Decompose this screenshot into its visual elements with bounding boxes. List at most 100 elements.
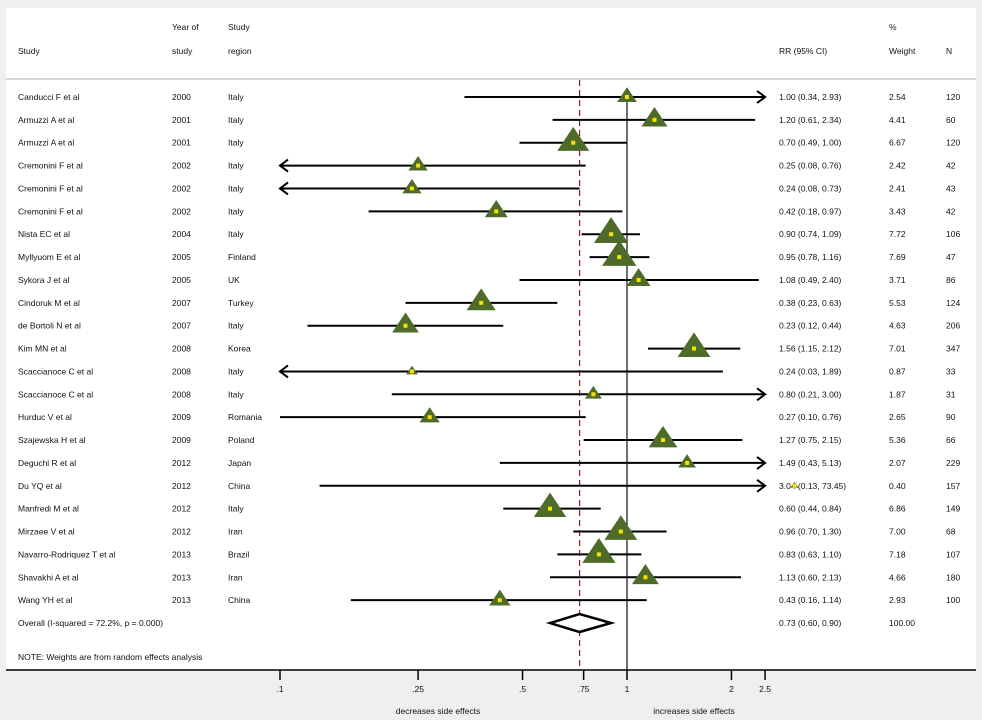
study-year: 2002 bbox=[172, 206, 191, 216]
ci-arrow-icon bbox=[278, 364, 289, 379]
n-value: 86 bbox=[946, 275, 956, 285]
study-row: Scaccianoce C et al 2008 Italy 0.80 (0.21, … bbox=[18, 385, 956, 402]
overall-row: Overall (I-squared = 72.2%, p = 0.000) 0.… bbox=[18, 612, 915, 662]
point-estimate bbox=[652, 117, 657, 122]
header-weight-1: % bbox=[889, 22, 897, 32]
study-region: Romania bbox=[228, 412, 262, 422]
rr-ci-value: 1.00 (0.34, 2.93) bbox=[779, 92, 842, 102]
study-year: 2005 bbox=[172, 252, 191, 262]
n-value: 107 bbox=[946, 549, 960, 559]
rr-ci-value: 1.08 (0.49, 2.40) bbox=[779, 275, 842, 285]
study-name: Cremonini F et al bbox=[18, 206, 83, 216]
rr-ci-value: 0.24 (0.08, 0.73) bbox=[779, 183, 842, 193]
weight-marker bbox=[584, 385, 602, 399]
weight-marker bbox=[602, 240, 637, 266]
n-value: 180 bbox=[946, 572, 960, 582]
study-name: Manfredi M et al bbox=[18, 504, 79, 514]
point-estimate bbox=[591, 392, 596, 397]
point-estimate bbox=[497, 598, 502, 603]
ci-arrow-icon bbox=[756, 478, 767, 493]
ci-arrow-icon bbox=[756, 456, 767, 470]
study-region: Brazil bbox=[228, 549, 249, 559]
study-region: Italy bbox=[228, 138, 244, 148]
study-year: 2012 bbox=[172, 458, 191, 468]
n-value: 206 bbox=[946, 321, 960, 331]
right-direction-label: increases side effects bbox=[653, 706, 735, 716]
study-year: 2009 bbox=[172, 412, 191, 422]
n-value: 90 bbox=[946, 412, 956, 422]
study-region: Poland bbox=[228, 435, 255, 445]
point-estimate bbox=[596, 552, 601, 557]
rr-ci-value: 0.83 (0.63, 1.10) bbox=[779, 549, 842, 559]
study-year: 2008 bbox=[172, 366, 191, 376]
study-region: Italy bbox=[228, 206, 244, 216]
study-name: Armuzzi A et al bbox=[18, 138, 74, 148]
x-tick-label: .1 bbox=[276, 684, 283, 694]
weight-marker bbox=[533, 492, 567, 517]
rr-ci-value: 0.96 (0.70, 1.30) bbox=[779, 527, 842, 537]
x-tick-label: .5 bbox=[519, 684, 526, 694]
study-row: Wang YH et al 2013 China 0.43 (0.16, 1.14) 2… bbox=[18, 589, 960, 606]
axis-background bbox=[6, 670, 976, 720]
point-estimate bbox=[479, 300, 484, 305]
study-region: Iran bbox=[228, 527, 243, 537]
rr-ci-value: 1.49 (0.43, 5.13) bbox=[779, 458, 842, 468]
study-year: 2001 bbox=[172, 138, 191, 148]
weight-marker bbox=[484, 199, 508, 218]
study-name: Nista EC et al bbox=[18, 229, 70, 239]
point-estimate bbox=[661, 438, 666, 443]
header-rr: RR (95% CI) bbox=[779, 46, 827, 56]
rr-ci-value: 0.60 (0.44, 0.84) bbox=[779, 504, 842, 514]
study-row: Cremonini F et al 2002 Italy 0.25 (0.08, 0.… bbox=[18, 156, 956, 173]
point-estimate bbox=[409, 186, 414, 191]
rr-ci-value: 1.20 (0.61, 2.34) bbox=[779, 115, 842, 125]
study-year: 2008 bbox=[172, 389, 191, 399]
study-region: China bbox=[228, 481, 250, 491]
n-value: 124 bbox=[946, 298, 960, 308]
header-year-1: Year of bbox=[172, 22, 199, 32]
point-estimate bbox=[548, 506, 553, 511]
study-row: Nista EC et al 2004 Italy 0.90 (0.74, 1.09)… bbox=[18, 217, 960, 244]
rr-ci-value: 1.13 (0.60, 2.13) bbox=[779, 572, 842, 582]
left-direction-label: decreases side effects bbox=[396, 706, 480, 716]
study-row: Hurduc V et al 2009 Romania 0.27 (0.10, 0.7… bbox=[18, 407, 956, 423]
header-study: Study bbox=[18, 46, 40, 56]
study-year: 2007 bbox=[172, 298, 191, 308]
point-estimate bbox=[636, 277, 641, 282]
weight-value: 7.72 bbox=[889, 229, 906, 239]
study-region: Finland bbox=[228, 252, 256, 262]
rr-ci-value: 0.25 (0.08, 0.76) bbox=[779, 161, 842, 171]
study-row: Navarro-Rodriquez T et al 2013 Brazil 0.83 … bbox=[18, 537, 960, 563]
study-name: Myllyuom E et al bbox=[18, 252, 80, 262]
weight-value: 2.65 bbox=[889, 412, 906, 422]
study-region: Iran bbox=[228, 572, 243, 582]
point-estimate bbox=[617, 255, 622, 260]
study-year: 2002 bbox=[172, 183, 191, 193]
point-estimate bbox=[416, 163, 421, 168]
rr-ci-value: 0.90 (0.74, 1.09) bbox=[779, 229, 842, 239]
study-row: Du YQ et al 2012 China 3.04 (0.13, 73.45) 0.… bbox=[18, 478, 960, 493]
study-region: China bbox=[228, 595, 250, 605]
n-value: 100 bbox=[946, 595, 960, 605]
rr-ci-value: 0.42 (0.18, 0.97) bbox=[779, 206, 842, 216]
weight-value: 0.40 bbox=[889, 481, 906, 491]
x-tick-label: 1 bbox=[625, 684, 630, 694]
ci-arrow-icon bbox=[756, 90, 767, 104]
rr-ci-value: 0.70 (0.49, 1.00) bbox=[779, 138, 842, 148]
weight-marker bbox=[582, 537, 616, 563]
study-year: 2008 bbox=[172, 344, 191, 354]
study-name: Shavakhi A et al bbox=[18, 572, 79, 582]
weight-value: 4.63 bbox=[889, 321, 906, 331]
study-name: Sykora J et al bbox=[18, 275, 70, 285]
study-year: 2002 bbox=[172, 161, 191, 171]
study-row: de Bortoli N et al 2007 Italy 0.23 (0.12, 0… bbox=[18, 312, 960, 333]
n-value: 43 bbox=[946, 183, 956, 193]
study-name: de Bortoli N et al bbox=[18, 321, 81, 331]
n-value: 31 bbox=[946, 389, 956, 399]
n-value: 149 bbox=[946, 504, 960, 514]
weight-value: 7.69 bbox=[889, 252, 906, 262]
weight-marker bbox=[632, 564, 659, 585]
n-value: 106 bbox=[946, 229, 960, 239]
n-value: 42 bbox=[946, 161, 956, 171]
point-estimate bbox=[618, 529, 623, 534]
